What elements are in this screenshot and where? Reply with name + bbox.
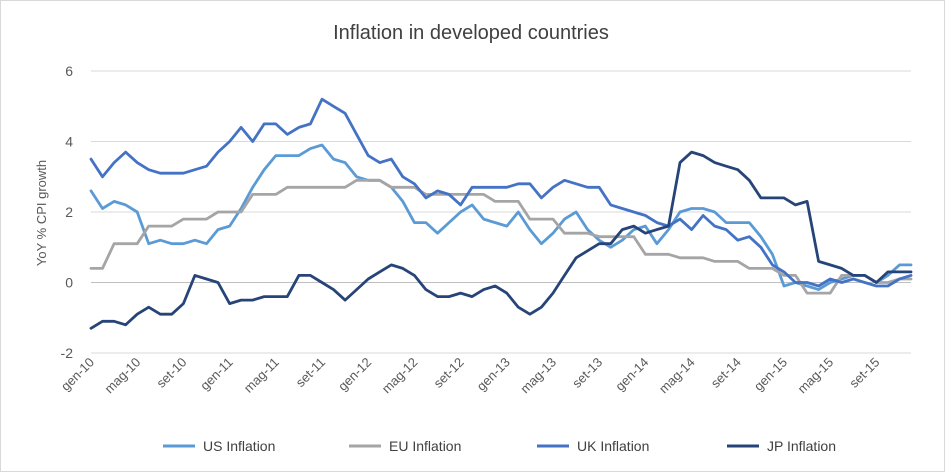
x-tick-label: mag-15: [795, 355, 837, 397]
y-tick-label: -2: [61, 345, 74, 361]
x-tick-label: gen-15: [751, 355, 790, 394]
y-axis-label: YoY % CPI growth: [34, 160, 49, 266]
y-tick-label: 0: [65, 275, 73, 291]
series-line-uk-inflation: [89, 97, 913, 288]
x-tick-label: gen-11: [197, 355, 236, 394]
series-lines: [89, 97, 913, 330]
x-tick-label: mag-14: [656, 355, 698, 397]
x-tick-label: gen-12: [335, 355, 374, 394]
legend-label-us-inflation: US Inflation: [203, 438, 275, 454]
y-tick-label: 6: [65, 63, 73, 79]
legend: US Inflation EU Inflation UK Inflation JP I…: [163, 438, 836, 454]
legend-label-jp-inflation: JP Inflation: [767, 438, 836, 454]
chart-title: Inflation in developed countries: [333, 22, 609, 44]
x-axis-ticks: gen-10 mag-10 set-10 gen-11 mag-11 set-11 gen-…: [58, 355, 883, 397]
legend-label-uk-inflation: UK Inflation: [577, 438, 649, 454]
x-tick-label: set-10: [153, 355, 189, 391]
legend-label-eu-inflation: EU Inflation: [389, 438, 461, 454]
y-axis-ticks: -2 0 2 4 6: [61, 63, 74, 361]
x-tick-label: mag-12: [379, 355, 421, 397]
x-tick-label: set-13: [569, 355, 605, 391]
series-line-eu-inflation: [89, 178, 913, 295]
x-tick-label: gen-13: [474, 355, 513, 394]
x-tick-label: mag-13: [517, 355, 559, 397]
series-line-us-inflation: [89, 143, 913, 292]
y-tick-label: 4: [65, 134, 73, 150]
series-line-jp-inflation: [89, 150, 913, 330]
x-tick-label: set-12: [431, 355, 467, 391]
x-tick-label: set-11: [293, 355, 328, 390]
y-tick-label: 2: [65, 204, 73, 220]
x-tick-label: mag-11: [241, 355, 282, 396]
x-tick-label: mag-10: [102, 355, 144, 397]
gridlines: [91, 70, 911, 354]
x-tick-label: gen-14: [612, 355, 651, 394]
x-tick-label: set-15: [846, 355, 882, 391]
x-tick-label: set-14: [708, 355, 744, 391]
